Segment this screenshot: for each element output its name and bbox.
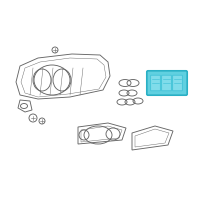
FancyBboxPatch shape	[151, 75, 160, 91]
FancyBboxPatch shape	[162, 75, 171, 91]
FancyBboxPatch shape	[147, 71, 187, 95]
FancyBboxPatch shape	[173, 75, 182, 91]
